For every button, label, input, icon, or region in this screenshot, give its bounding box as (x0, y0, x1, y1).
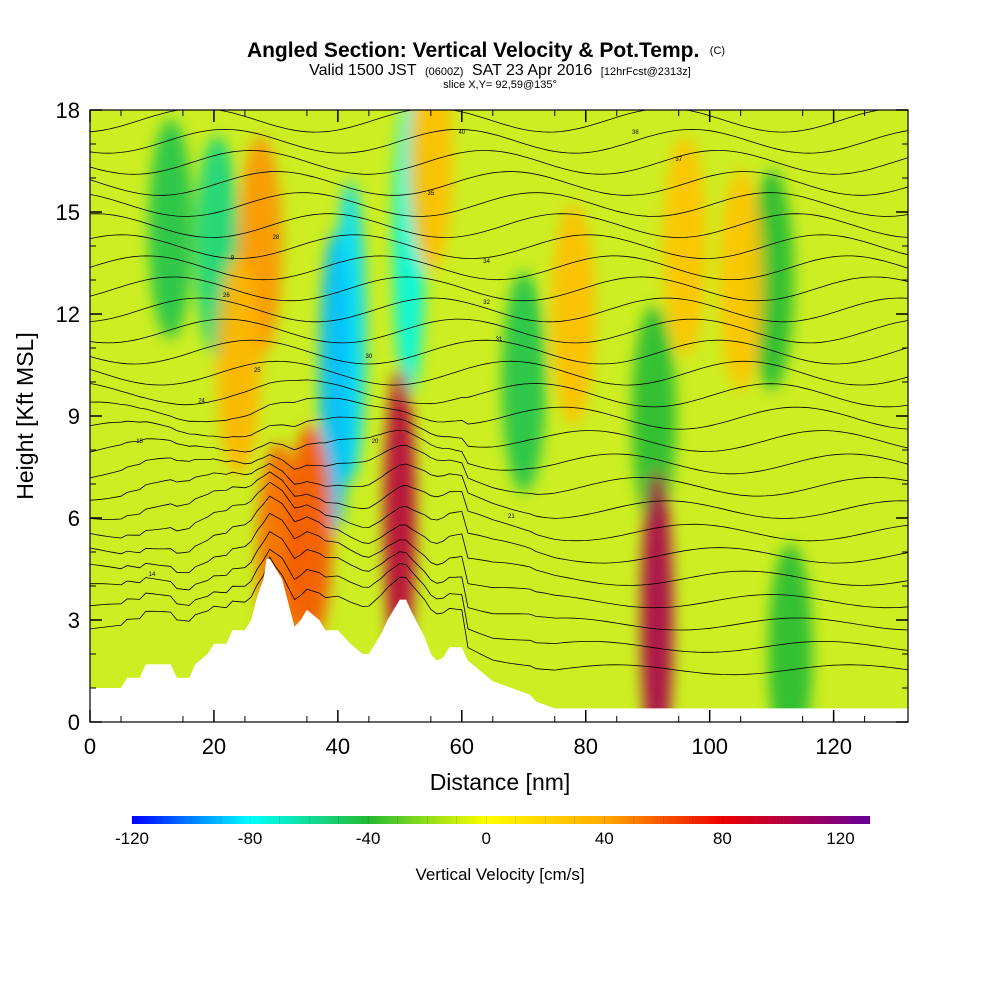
isentrope-contours: 40 38 37 35 34 32 31 30 28 26 25 24 21 20 18 14 8 (90, 110, 908, 676)
x-tick-label-2: 40 (326, 734, 350, 759)
isentrope-line-11 (90, 397, 908, 430)
isentrope-label-13: 20 (372, 439, 379, 445)
colorbar-tick-label-1: -80 (238, 829, 263, 848)
isentrope-label-9: 26 (223, 293, 230, 299)
updraft-cell-17 (662, 136, 707, 356)
isentrope-line-14 (90, 339, 908, 365)
valid-date: SAT 23 Apr 2016 (472, 62, 592, 79)
isentrope-line-0 (90, 556, 908, 676)
isentrope-line-8 (90, 444, 908, 497)
valid-prefix: Valid 1500 JST (309, 62, 417, 79)
y-tick-label-2: 6 (68, 506, 80, 531)
updraft-cell-12 (383, 368, 416, 668)
updraft-cell-16 (551, 204, 596, 424)
isentrope-label-11: 24 (198, 398, 205, 404)
isentrope-line-4 (90, 495, 908, 586)
updraft-cell-14 (216, 255, 261, 475)
isentrope-line-5 (90, 481, 908, 564)
isentrope-label-15: 14 (149, 572, 156, 578)
downdraft-cell-5 (501, 272, 546, 492)
isentrope-line-3 (90, 512, 908, 609)
updraft-cell-11 (287, 425, 332, 645)
isentrope-label-6: 31 (496, 337, 503, 343)
forecast-info: [12hrFcst@2313z] (601, 66, 691, 78)
isentrope-line-19 (90, 234, 908, 260)
isentrope-line-9 (90, 429, 908, 475)
colorbar-tick-label-2: -40 (356, 829, 381, 848)
updraft-cell-15 (408, 110, 453, 271)
isentrope-line-25 (90, 110, 882, 133)
isentrope-line-2 (90, 531, 908, 631)
isentrope-label-10: 25 (254, 368, 261, 374)
colorbar-tick-label-6: 120 (826, 829, 854, 848)
isentrope-line-13 (90, 360, 908, 386)
updraft-cell-18 (718, 170, 763, 390)
isentrope-label-16: 8 (231, 256, 235, 262)
slice-info: slice X,Y= 92,59@135° (443, 79, 557, 91)
plot-area: 40 38 37 35 34 32 31 30 28 26 25 24 21 20 18 14 8 (90, 110, 908, 722)
isentrope-line-20 (90, 213, 908, 238)
isentrope-label-2: 37 (675, 157, 682, 163)
isentrope-label-5: 32 (483, 300, 490, 306)
isentrope-line-17 (90, 276, 908, 302)
isentrope-label-14: 18 (136, 439, 143, 445)
y-axis-label: Height [Kft MSL] (12, 332, 38, 499)
x-tick-label-4: 80 (574, 734, 598, 759)
isentrope-label-12: 21 (508, 514, 515, 520)
isentrope-label-8: 28 (273, 235, 280, 241)
colorbar (132, 816, 870, 824)
chart-title-unit: (C) (710, 45, 725, 57)
velocity-field (148, 110, 813, 722)
downdraft-cell-1 (318, 232, 351, 532)
downdraft-cell-8 (768, 544, 813, 722)
chart-title: Angled Section: Vertical Velocity & Pot.… (247, 39, 725, 62)
terrain-profile (90, 558, 908, 722)
colorbar-tick-label-4: 40 (595, 829, 614, 848)
y-tick-label-3: 9 (68, 404, 80, 429)
isentrope-line-10 (90, 416, 908, 452)
isentrope-line-16 (90, 297, 908, 323)
colorbar-title: Vertical Velocity [cm/s] (415, 865, 584, 884)
updraft-cell-13 (641, 470, 674, 722)
valid-line: Valid 1500 JST (0600Z) SAT 23 Apr 2016 [… (309, 62, 691, 79)
isentrope-label-7: 30 (366, 354, 373, 360)
isentrope-line-15 (90, 318, 908, 344)
colorbar-tick-label-5: 80 (713, 829, 732, 848)
isentrope-line-23 (90, 150, 908, 175)
chart-title-text: Angled Section: Vertical Velocity & Pot.… (247, 39, 699, 62)
y-tick-label-6: 18 (56, 98, 80, 123)
x-tick-label-3: 60 (450, 734, 474, 759)
isentrope-line-6 (90, 471, 908, 542)
isentrope-label-0: 40 (458, 130, 465, 136)
x-tick-label-0: 0 (84, 734, 96, 759)
axes: 0 20 40 60 80 100 120 0 3 6 9 12 15 18 (56, 98, 908, 759)
downdraft-cell-4 (148, 119, 193, 339)
isentrope-line-1 (90, 548, 908, 653)
colorbar-tick-label-3: 0 (482, 829, 491, 848)
downdraft-cell-7 (749, 170, 794, 390)
downdraft-cell-6 (631, 306, 676, 526)
isentrope-line-21 (90, 192, 908, 217)
isentrope-line-18 (90, 255, 908, 281)
y-tick-label-4: 12 (56, 302, 80, 327)
x-tick-label-1: 20 (202, 734, 226, 759)
y-tick-label-5: 15 (56, 200, 80, 225)
isentrope-label-4: 34 (483, 259, 490, 265)
isentrope-line-24 (90, 128, 908, 154)
isentrope-line-22 (90, 171, 908, 196)
x-axis-label: Distance [nm] (430, 769, 571, 795)
valid-utc: (0600Z) (425, 66, 464, 78)
x-tick-label-5: 100 (691, 734, 728, 759)
colorbar-tick-label-0: -120 (115, 829, 149, 848)
x-tick-label-6: 120 (815, 734, 852, 759)
isentrope-line-12 (90, 379, 908, 408)
isentrope-label-3: 35 (427, 191, 434, 197)
colorbar-ticks: -120 -80 -40 0 40 80 120 (115, 816, 871, 848)
isentrope-label-1: 38 (632, 130, 639, 136)
y-tick-label-0: 0 (68, 710, 80, 735)
y-tick-label-1: 3 (68, 608, 80, 633)
isentrope-line-7 (90, 463, 908, 519)
